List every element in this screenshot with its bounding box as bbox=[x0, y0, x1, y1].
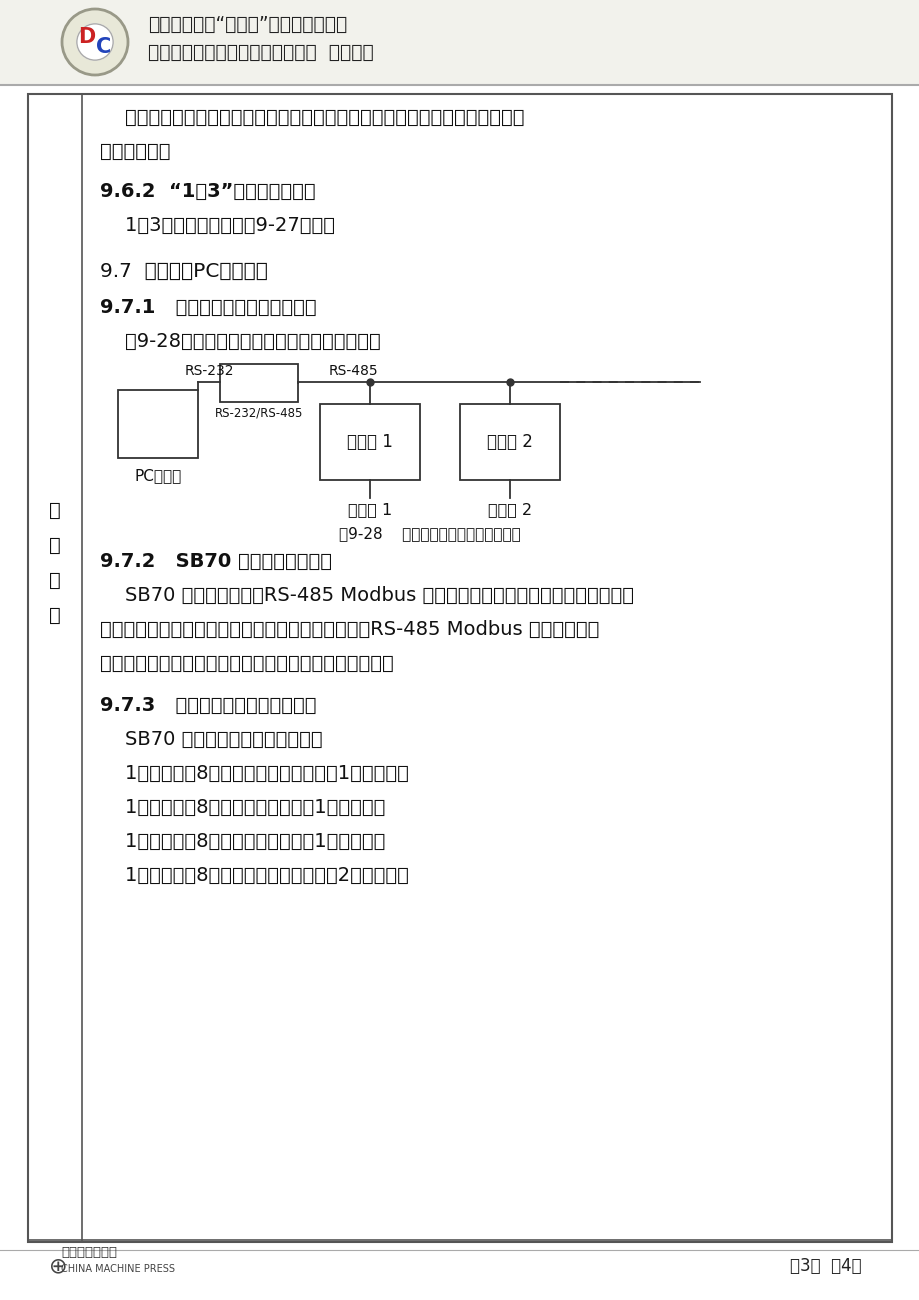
Text: 电动机 1: 电动机 1 bbox=[347, 502, 391, 517]
Text: 1个起始位，8个数据位，奇校验，1个停止位。: 1个起始位，8个数据位，奇校验，1个停止位。 bbox=[100, 832, 385, 852]
Text: 1控3供水系统电路如图9-27所示。: 1控3供水系统电路如图9-27所示。 bbox=[100, 216, 335, 235]
Bar bbox=[460, 404, 560, 480]
Bar bbox=[320, 404, 420, 480]
Bar bbox=[118, 390, 198, 458]
Text: 学: 学 bbox=[49, 536, 61, 555]
Text: 1个起始位，8个数据位，无奇偶校验，2个停止位。: 1个起始位，8个数据位，无奇偶校验，2个停止位。 bbox=[100, 866, 408, 885]
Text: RS-232/RS-485: RS-232/RS-485 bbox=[214, 406, 303, 419]
Text: C: C bbox=[96, 36, 111, 57]
Text: CHINA MACHINE PRESS: CHINA MACHINE PRESS bbox=[61, 1264, 175, 1274]
Text: RS-232: RS-232 bbox=[184, 364, 233, 378]
Text: 9.7.2   SB70 变频器的通信协议: 9.7.2 SB70 变频器的通信协议 bbox=[100, 552, 332, 571]
Text: 内: 内 bbox=[49, 571, 61, 589]
Text: 容: 容 bbox=[49, 606, 61, 624]
Text: 减泵的循环。: 减泵的循环。 bbox=[100, 142, 170, 161]
Text: ⊕: ⊕ bbox=[49, 1256, 67, 1277]
Text: 教: 教 bbox=[49, 500, 61, 520]
Text: PC工控机: PC工控机 bbox=[134, 468, 181, 484]
Text: 第3页  共4页: 第3页 共4页 bbox=[789, 1257, 861, 1275]
Text: 《变频器原理及应用（第２版）》  电子教案: 《变频器原理及应用（第２版）》 电子教案 bbox=[148, 43, 373, 61]
Text: RS-485: RS-485 bbox=[328, 364, 378, 378]
Text: 反之，当用水减少时，则先从１号泵，然后２号泵依次退出工作，完成一次加: 反之，当用水减少时，则先从１号泵，然后２号泵依次退出工作，完成一次加 bbox=[100, 108, 524, 127]
Text: 9.6.2  “1控3”供水电路原理图: 9.6.2 “1控3”供水电路原理图 bbox=[100, 182, 315, 202]
Text: 图9-28所示为计算机与变频器硬件连接框图。: 图9-28所示为计算机与变频器硬件连接框图。 bbox=[100, 332, 380, 351]
Text: 据链路层和应用层。物理层和数据链路层采取了基于RS-485 Modbus 协议的接口方: 据链路层和应用层。物理层和数据链路层采取了基于RS-485 Modbus 协议的… bbox=[100, 620, 598, 640]
Bar bbox=[220, 364, 298, 402]
Text: 变频器 2: 变频器 2 bbox=[486, 433, 532, 451]
Text: 9.7  变频器与PC机的通信: 9.7 变频器与PC机的通信 bbox=[100, 263, 267, 281]
Text: 图9-28    计算机与变频器硬件连接框图: 图9-28 计算机与变频器硬件连接框图 bbox=[339, 526, 520, 541]
Text: 电动机 2: 电动机 2 bbox=[487, 502, 531, 517]
Text: 1个起始位，8个数据位，偶校验，1个停止位。: 1个起始位，8个数据位，偶校验，1个停止位。 bbox=[100, 798, 385, 816]
Text: 9.7.3   计算机与变频器的数据格式: 9.7.3 计算机与变频器的数据格式 bbox=[100, 696, 316, 715]
Text: 9.7.1   计算机与变频器的通信连接: 9.7.1 计算机与变频器的通信连接 bbox=[100, 298, 316, 317]
Text: D: D bbox=[78, 27, 96, 47]
Text: 变频器 1: 变频器 1 bbox=[346, 433, 392, 451]
Bar bbox=[28, 94, 891, 1242]
Text: 式，应用层即控制变频器运行、停止、参数读写等操作。: 式，应用层即控制变频器运行、停止、参数读写等操作。 bbox=[100, 654, 393, 673]
Text: SB70 变频器使用的是RS-485 Modbus 协议，该协议包含三个层次：物理层、数: SB70 变频器使用的是RS-485 Modbus 协议，该协议包含三个层次：物… bbox=[100, 586, 633, 605]
Text: 机械工业出版社: 机械工业出版社 bbox=[61, 1245, 117, 1258]
Text: 1个起始位，8个数据位，无奇偶校验，1个停止位。: 1个起始位，8个数据位，无奇偶校验，1个停止位。 bbox=[100, 764, 408, 783]
Bar bbox=[0, 0, 919, 84]
Text: SB70 变频器使用的数据格式有：: SB70 变频器使用的数据格式有： bbox=[100, 731, 323, 749]
Text: 普通高等教育“十一五”国家级规划教材: 普通高等教育“十一五”国家级规划教材 bbox=[148, 14, 346, 34]
Circle shape bbox=[77, 23, 113, 60]
Circle shape bbox=[62, 9, 128, 75]
